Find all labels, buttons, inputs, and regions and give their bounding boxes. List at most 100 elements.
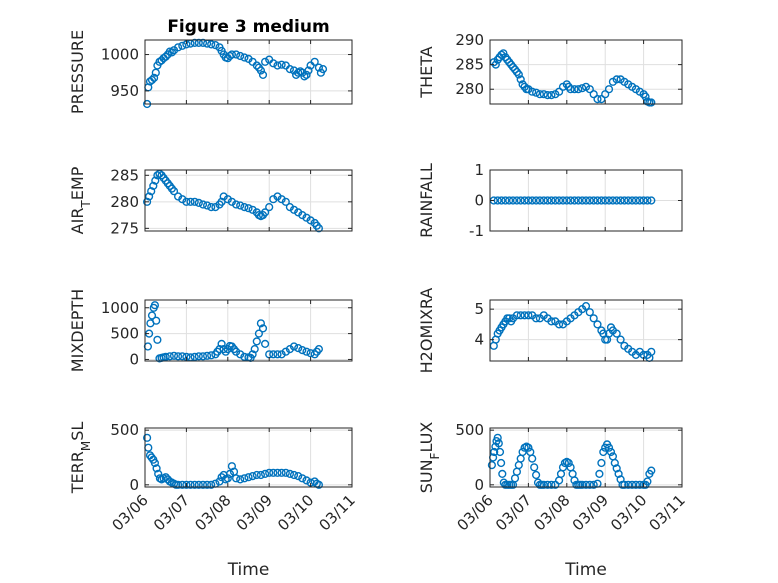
data-point [289,205,299,214]
y-tick-label: 5 [474,300,484,318]
data-point [223,195,232,204]
y-tick-label: 275 [110,219,139,237]
data-point [248,205,257,214]
data-point [207,480,216,489]
data-point [530,463,539,472]
data-point [585,308,594,317]
data-point [198,200,208,209]
data-point [302,347,311,356]
data-point [601,90,610,99]
data-point [612,464,621,473]
data-point [151,176,160,185]
y-tick-label: 1000 [101,46,139,64]
data-point [258,324,268,333]
y-tick-label: 290 [455,31,484,49]
data-point [261,208,270,217]
data-point [490,447,499,457]
x-axis-label: Time [227,560,270,580]
data-point [250,345,259,354]
data-point [581,302,591,311]
data-point [570,85,579,94]
y-axis-label: SUNFLUX [417,422,442,494]
data-point [186,480,195,489]
data-point [269,59,278,68]
data-point [150,458,160,468]
data-point [528,196,537,205]
data-point [310,57,319,66]
axes-background [145,428,352,487]
data-point [182,197,191,206]
y-tick-label: 0 [474,192,484,210]
data-point [152,316,161,325]
data-point [499,49,508,58]
data-point [294,472,303,481]
data-point [520,311,529,320]
data-point [198,352,208,361]
data-point [595,469,604,479]
y-tick-label: 1 [474,161,484,179]
data-point [616,475,625,484]
data-point [508,62,518,72]
data-point [627,196,637,205]
data-point [285,469,295,479]
data-point [620,480,629,489]
data-point [647,347,656,356]
data-point [289,470,299,480]
y-tick-label: 280 [110,193,139,211]
axes-box [144,427,353,488]
panel-pressure: 950 1000 PRESSURE Figure 3 medium [68,17,353,114]
data-point [151,68,160,77]
axes-background [145,170,352,231]
data-point [558,196,568,205]
data-point [487,461,497,470]
data-point [207,203,216,212]
data-point [217,339,226,349]
data-point [574,85,583,94]
data-point [186,197,195,206]
data-point [578,84,587,93]
data-point [194,480,203,489]
data-point [273,61,282,70]
data-point [597,196,606,205]
data-point [539,90,548,99]
y-tick-label: 0 [129,476,139,494]
data-point [593,196,602,205]
data-point [289,342,299,351]
y-tick-label: 500 [455,421,484,439]
data-point [261,339,270,349]
data-point [149,181,158,191]
data-point [493,433,502,442]
y-tick-label: 285 [455,56,484,74]
data-point [194,352,203,361]
data-point [314,224,324,233]
y-tick-label: 4 [474,331,484,349]
data-point [174,352,183,361]
data-point [153,335,162,344]
data-point [252,337,261,346]
data-point [161,52,170,61]
axes-background [490,40,682,104]
data-point [143,197,152,206]
data-point [551,196,560,205]
data-point [273,350,282,359]
y-tick-label: 285 [110,166,139,184]
data-point [254,329,264,338]
axes-box [489,39,683,105]
data-point [497,458,506,468]
y-tick-label: 500 [110,325,139,343]
data-point [236,475,245,484]
data-point [211,203,220,212]
data-point [601,196,610,205]
data-point [178,352,187,361]
data-point [547,196,556,205]
data-point [516,75,525,84]
y-tick-label: 0 [129,350,139,368]
data-point [543,90,552,100]
data-point [574,196,583,205]
data-point [296,67,305,76]
data-point [281,468,290,477]
data-point [495,447,505,457]
data-point [547,90,556,100]
data-point [518,447,527,457]
data-point [643,196,652,205]
